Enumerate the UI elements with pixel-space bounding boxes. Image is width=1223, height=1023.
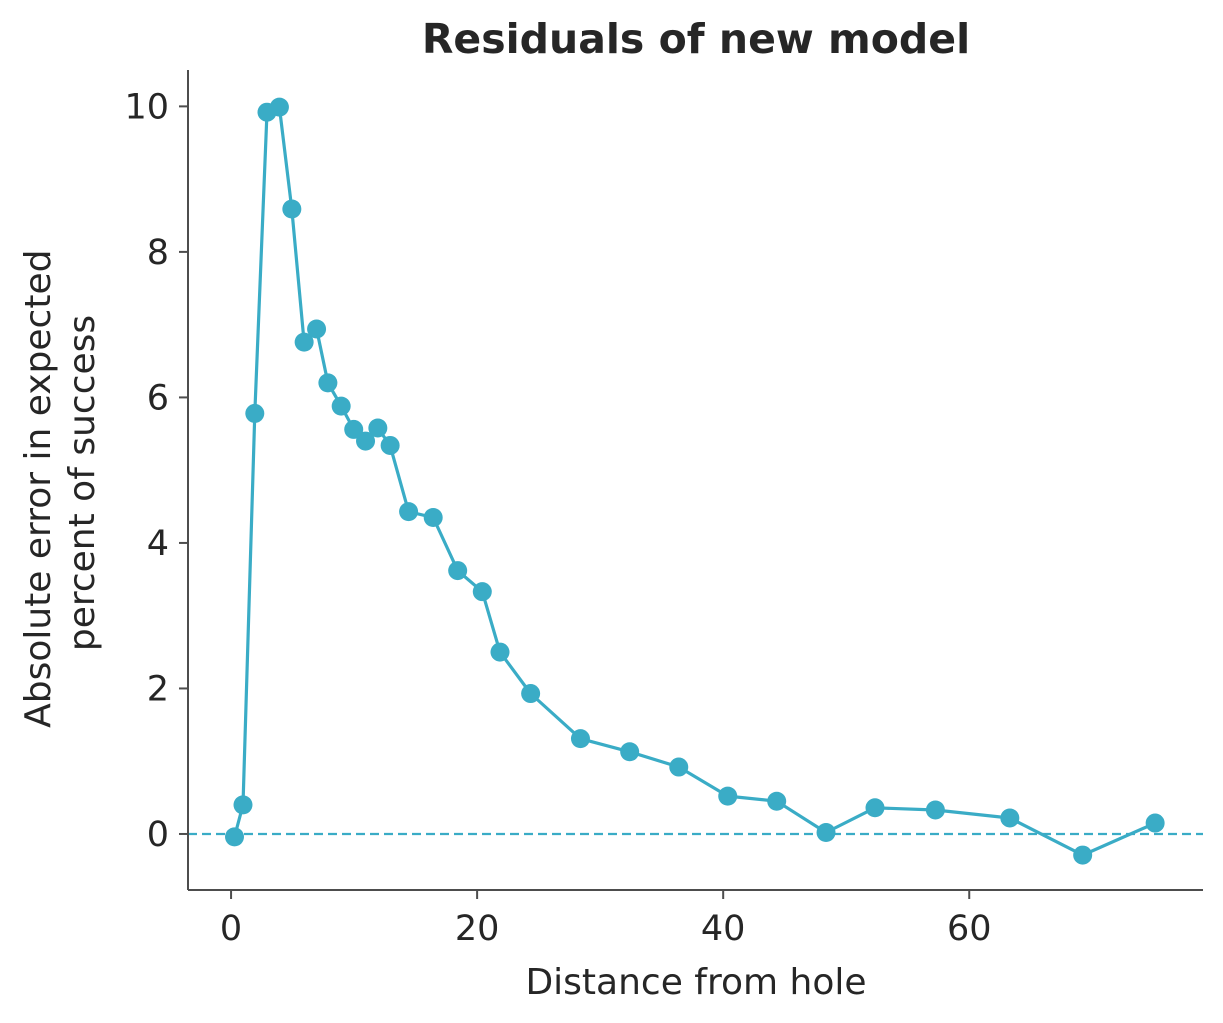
x-tick-label: 60 <box>947 909 992 949</box>
data-point <box>669 757 689 777</box>
data-point <box>245 403 265 423</box>
data-point <box>294 332 314 352</box>
x-axis-label: Distance from hole <box>525 962 866 1003</box>
data-point <box>269 97 289 117</box>
data-point <box>767 791 787 811</box>
data-point <box>344 419 364 439</box>
x-tick-label: 40 <box>701 909 746 949</box>
data-point <box>1145 813 1165 833</box>
data-point <box>356 431 376 451</box>
data-point <box>490 642 510 662</box>
axes: 0 20 40 60 0 2 4 6 8 10 <box>124 70 1203 949</box>
y-tick-label: 0 <box>147 815 169 855</box>
data-point <box>925 800 945 820</box>
data-point <box>570 729 590 749</box>
data-point <box>399 502 419 522</box>
data-point <box>472 582 492 602</box>
plot-area <box>188 97 1203 865</box>
x-ticks: 0 20 40 60 <box>220 890 992 949</box>
y-axis-label: Absolute error in expected percent of su… <box>18 238 103 728</box>
data-point <box>816 823 836 843</box>
data-point <box>521 684 541 704</box>
y-tick-label: 8 <box>147 233 169 273</box>
y-tick-label: 4 <box>147 524 169 564</box>
data-point <box>865 798 885 818</box>
data-point <box>318 373 338 393</box>
data-point <box>331 396 351 416</box>
y-tick-label: 2 <box>147 669 169 709</box>
data-point <box>380 435 400 455</box>
data-point <box>1073 845 1093 865</box>
data-point <box>233 795 253 815</box>
y-axis-label-line-1: Absolute error in expected <box>18 250 59 728</box>
data-point <box>718 786 738 806</box>
y-tick-label: 6 <box>147 378 169 418</box>
x-tick-label: 0 <box>220 909 242 949</box>
data-point <box>1000 808 1020 828</box>
data-point <box>225 827 245 847</box>
x-tick-label: 20 <box>455 909 500 949</box>
y-axis-label-line-2: percent of success <box>62 315 103 651</box>
data-point <box>448 561 468 581</box>
y-ticks: 0 2 4 6 8 10 <box>124 87 188 855</box>
data-point <box>423 507 443 527</box>
y-tick-label: 10 <box>124 87 169 127</box>
data-point <box>620 742 640 762</box>
data-point <box>368 418 388 438</box>
data-points <box>225 97 1165 865</box>
data-point <box>282 199 302 219</box>
data-point <box>307 319 327 339</box>
chart-title: Residuals of new model <box>422 15 970 63</box>
